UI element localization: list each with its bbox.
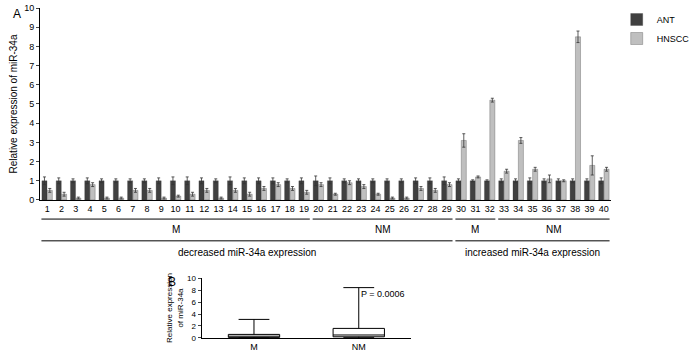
svg-text:Relative expression of miR-34a: Relative expression of miR-34a <box>8 34 19 173</box>
svg-text:4: 4 <box>192 310 197 319</box>
svg-text:3: 3 <box>29 138 34 148</box>
svg-text:NM: NM <box>546 224 562 235</box>
svg-text:5: 5 <box>29 99 34 109</box>
svg-text:25: 25 <box>385 204 395 214</box>
svg-text:8: 8 <box>29 42 34 52</box>
svg-text:35: 35 <box>527 204 537 214</box>
svg-text:19: 19 <box>299 204 309 214</box>
svg-text:21: 21 <box>328 204 338 214</box>
svg-text:decreased miR-34a expression: decreased miR-34a expression <box>178 247 316 258</box>
svg-text:0: 0 <box>192 334 197 343</box>
svg-text:NM: NM <box>375 224 391 235</box>
svg-text:6: 6 <box>29 80 34 90</box>
svg-text:22: 22 <box>342 204 352 214</box>
svg-text:Relative expressionof miR-34a: Relative expressionof miR-34a <box>165 273 184 343</box>
svg-text:5: 5 <box>102 204 107 214</box>
svg-text:13: 13 <box>213 204 223 214</box>
svg-text:P = 0.0006: P = 0.0006 <box>361 289 405 299</box>
svg-text:18: 18 <box>285 204 295 214</box>
svg-text:2: 2 <box>29 157 34 167</box>
svg-text:28: 28 <box>428 204 438 214</box>
svg-text:15: 15 <box>242 204 252 214</box>
svg-text:8: 8 <box>145 204 150 214</box>
svg-text:29: 29 <box>442 204 452 214</box>
svg-text:27: 27 <box>413 204 423 214</box>
svg-text:10: 10 <box>24 3 34 13</box>
svg-text:14: 14 <box>228 204 238 214</box>
svg-text:NM: NM <box>352 342 366 352</box>
svg-text:B: B <box>168 275 176 289</box>
svg-text:16: 16 <box>256 204 266 214</box>
svg-text:17: 17 <box>271 204 281 214</box>
svg-text:1: 1 <box>29 176 34 186</box>
svg-text:M: M <box>172 224 180 235</box>
svg-text:4: 4 <box>29 118 34 128</box>
svg-text:24: 24 <box>370 204 380 214</box>
svg-text:HNSCC: HNSCC <box>657 34 690 44</box>
svg-text:36: 36 <box>542 204 552 214</box>
svg-text:7: 7 <box>29 61 34 71</box>
svg-text:30: 30 <box>456 204 466 214</box>
svg-text:6: 6 <box>116 204 121 214</box>
svg-text:10: 10 <box>171 204 181 214</box>
svg-text:0: 0 <box>29 195 34 205</box>
svg-text:20: 20 <box>313 204 323 214</box>
svg-text:ANT: ANT <box>657 15 676 25</box>
svg-text:1: 1 <box>45 204 50 214</box>
svg-text:6: 6 <box>192 298 197 307</box>
svg-text:32: 32 <box>485 204 495 214</box>
svg-text:26: 26 <box>399 204 409 214</box>
svg-text:2: 2 <box>192 322 197 331</box>
svg-text:39: 39 <box>585 204 595 214</box>
svg-text:increased miR-34a expression: increased miR-34a expression <box>465 247 600 258</box>
svg-text:2: 2 <box>59 204 64 214</box>
svg-text:3: 3 <box>73 204 78 214</box>
svg-text:11: 11 <box>185 204 194 214</box>
svg-text:4: 4 <box>87 204 92 214</box>
svg-text:34: 34 <box>513 204 523 214</box>
svg-text:37: 37 <box>556 204 566 214</box>
svg-text:9: 9 <box>29 22 34 32</box>
svg-text:M: M <box>471 224 479 235</box>
svg-text:31: 31 <box>470 204 480 214</box>
svg-text:A: A <box>13 7 21 21</box>
svg-text:38: 38 <box>570 204 580 214</box>
svg-text:9: 9 <box>159 204 164 214</box>
svg-text:23: 23 <box>356 204 366 214</box>
svg-text:7: 7 <box>130 204 135 214</box>
svg-text:10: 10 <box>187 274 196 283</box>
svg-text:33: 33 <box>499 204 509 214</box>
svg-text:12: 12 <box>199 204 209 214</box>
svg-text:40: 40 <box>599 204 609 214</box>
svg-text:M: M <box>250 342 258 352</box>
svg-text:8: 8 <box>192 286 197 295</box>
